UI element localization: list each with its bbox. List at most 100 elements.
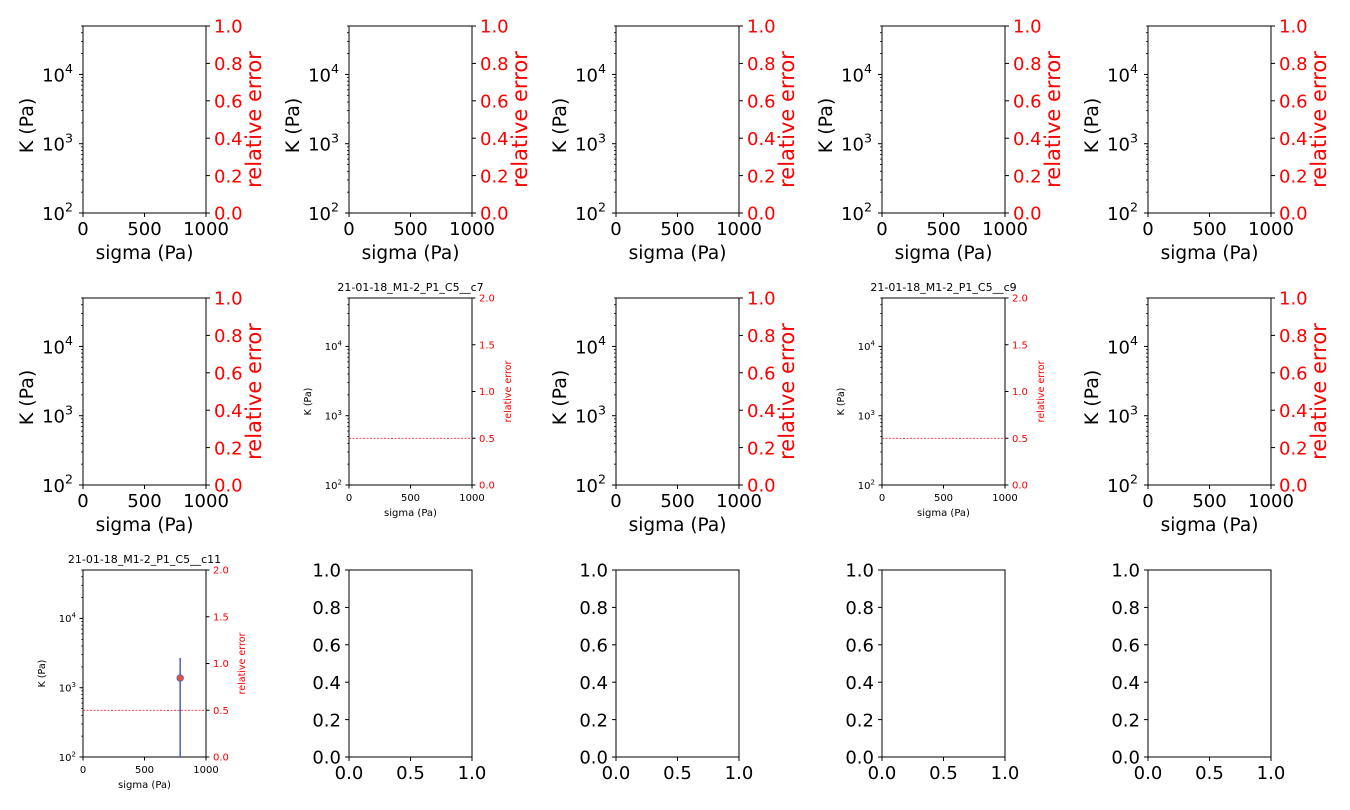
y2-tick-label: 0.8 [214,54,243,75]
y2-tick-label: 0.2 [214,438,243,459]
x-tick-label: 1000 [449,219,495,240]
x-tick-label: 0 [1142,219,1153,240]
y2-tick-label: 0.6 [1279,363,1308,384]
x-tick-label: 500 [1192,491,1226,512]
axes-frame [615,297,740,486]
subplot-2-3: 0.0 0.5 1.0 0.0 0.2 0.4 0.6 0.8 1.0 [845,561,1019,784]
x-tick-label: 0 [343,219,354,240]
y-tick-label: 102 [42,472,73,497]
y2-tick-label: 1.0 [213,659,229,670]
y-tick-label: 103 [325,409,342,423]
y-tick-base: 10 [308,135,331,156]
y-tick-label: 103 [858,409,875,423]
y-tick-label: 103 [308,130,339,155]
y-tick-label: 102 [841,200,872,225]
y-tick-label: 0.0 [845,748,874,769]
y2-tick-label: 1.0 [214,289,243,310]
y2-tick-label: 1.5 [1012,340,1028,351]
y-tick-base: 10 [575,337,598,358]
y2-tick-label: 2.0 [213,566,229,577]
y-axis-label: K (Pa) [303,388,314,416]
axes-frame [82,297,207,486]
y-axis-label: K (Pa) [836,388,847,416]
y2-tick-label: 1.0 [747,17,776,38]
subplot-2-0: 21-01-18_M1-2_P1_C5__c11 0 500 1000 sigma (P… [37,553,248,791]
y-tick-label: 0.4 [579,673,608,694]
y2-tick-label: 0.2 [1279,166,1308,187]
y-tick-exponent: 3 [871,409,875,417]
y-tick-base: 10 [308,65,331,86]
subplot-1-1: 21-01-18_M1-2_P1_C5__c7 0 500 1000 sigma (Pa… [303,281,514,519]
y-tick-label: 103 [59,681,76,695]
y-tick-exponent: 3 [72,681,76,689]
y2-tick-label: 0.0 [1279,476,1308,497]
y-tick-exponent: 2 [331,200,339,215]
x-axis-label: sigma (Pa) [629,515,727,536]
y2-tick-label: 0.8 [1279,54,1308,75]
y-tick-label: 0.0 [312,748,341,769]
y-tick-exponent: 2 [65,200,73,215]
y2-tick-label: 1.0 [1279,17,1308,38]
y-tick-label: 0.0 [1111,748,1140,769]
y-tick-exponent: 3 [598,130,606,145]
y2-tick-label: 2.0 [479,294,495,305]
y2-axis-label: relative error [775,51,799,188]
y-tick-label: 104 [841,61,872,86]
y2-tick-label: 0.2 [480,166,509,187]
axes-frame [615,25,740,214]
x-tick-label: 1000 [1248,219,1294,240]
y-tick-label: 104 [1107,333,1138,358]
y-axis-label: K (Pa) [549,98,571,154]
y-axis-label: K (Pa) [37,660,48,688]
y-tick-base: 10 [325,481,338,492]
y-tick-label: 104 [59,612,77,626]
y-axis-label: K (Pa) [16,98,38,154]
y-tick-label: 104 [325,340,343,354]
y-tick-label: 0.2 [1111,710,1140,731]
y2-tick-label: 1.0 [747,289,776,310]
y-tick-exponent: 2 [72,750,76,758]
y-tick-exponent: 4 [72,612,77,620]
subplot-title: 21-01-18_M1-2_P1_C5__c9 [870,281,1016,294]
y-tick-label: 103 [42,402,73,427]
x-axis-label: sigma (Pa) [895,243,993,264]
axes-frame [881,569,1006,758]
y-axis-label: K (Pa) [1081,98,1103,154]
y-tick-label: 103 [575,130,606,155]
y-tick-exponent: 2 [338,478,342,486]
axes-frame [881,297,1006,486]
y2-tick-label: 0.4 [747,401,776,422]
y-tick-base: 10 [858,481,871,492]
y-tick-label: 0.4 [845,673,874,694]
y-tick-exponent: 4 [1130,61,1138,76]
y-tick-label: 103 [575,402,606,427]
y-tick-exponent: 4 [598,333,606,348]
y2-tick-label: 0.0 [214,476,243,497]
subplot-2-4: 0.0 0.5 1.0 0.0 0.2 0.4 0.6 0.8 1.0 [1111,561,1285,784]
y-axis-label: K (Pa) [16,370,38,426]
y2-tick-label: 0.4 [747,129,776,150]
subplot-title: 21-01-18_M1-2_P1_C5__c7 [337,281,483,294]
y-tick-label: 104 [575,61,606,86]
y2-tick-label: 0.6 [1279,91,1308,112]
y-tick-base: 10 [841,65,864,86]
y2-axis-label: relative error [237,632,248,694]
y-tick-label: 104 [858,340,876,354]
y-axis-label: K (Pa) [282,98,304,154]
axes-frame [348,569,473,758]
x-tick-label: 0.5 [929,763,958,784]
y2-tick-label: 0.8 [1279,326,1308,347]
y-tick-label: 104 [1107,61,1138,86]
y2-tick-label: 1.0 [480,17,509,38]
y2-tick-label: 0.4 [214,129,243,150]
y-tick-label: 0.2 [845,710,874,731]
x-tick-label: 1000 [716,491,762,512]
y-tick-exponent: 3 [65,402,73,417]
y-tick-exponent: 4 [338,340,343,348]
y-tick-label: 102 [1107,472,1138,497]
y-tick-label: 0.6 [1111,635,1140,656]
x-axis-label: sigma (Pa) [96,515,194,536]
y-tick-label: 102 [325,478,342,492]
